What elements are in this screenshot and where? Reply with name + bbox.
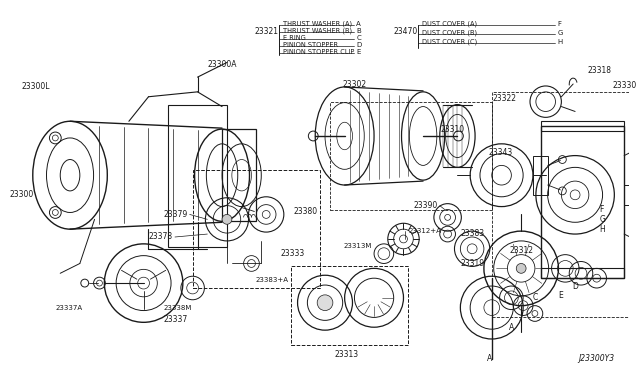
Text: 23470: 23470: [394, 26, 418, 36]
Text: F: F: [557, 21, 561, 27]
Bar: [193, 170, 320, 288]
Text: 23330: 23330: [612, 81, 637, 90]
Text: F: F: [600, 205, 604, 214]
Text: 23312: 23312: [509, 246, 533, 255]
Text: DUST COVER (B): DUST COVER (B): [422, 30, 477, 36]
Text: 23337A: 23337A: [55, 305, 83, 311]
Text: D: D: [572, 282, 578, 291]
Text: 23333: 23333: [281, 249, 305, 258]
Text: PINION STOPPER: PINION STOPPER: [283, 42, 338, 48]
Bar: [222, 129, 257, 221]
Text: 23300: 23300: [9, 190, 33, 199]
Text: 23383: 23383: [460, 228, 484, 238]
Text: D: D: [356, 42, 362, 48]
Bar: [541, 268, 624, 278]
Text: 23390: 23390: [413, 201, 438, 210]
Bar: [330, 102, 492, 209]
Text: A: A: [509, 323, 515, 332]
Text: J23300Y3: J23300Y3: [578, 354, 614, 363]
Bar: [541, 121, 624, 131]
Text: 23318: 23318: [588, 66, 612, 75]
Circle shape: [317, 295, 333, 311]
Text: 23319: 23319: [460, 259, 484, 268]
Text: A: A: [487, 354, 492, 363]
Text: E: E: [559, 291, 563, 300]
Text: 23380: 23380: [294, 207, 318, 216]
Text: 23310: 23310: [441, 125, 465, 134]
Bar: [168, 105, 227, 247]
Text: 23343: 23343: [489, 148, 513, 157]
Text: C: C: [533, 293, 538, 302]
Text: 23383+A: 23383+A: [256, 277, 289, 283]
Text: PINION STOPPER CLIP: PINION STOPPER CLIP: [283, 49, 354, 55]
Text: G: G: [600, 215, 605, 224]
Bar: [624, 185, 640, 205]
Text: H: H: [557, 39, 563, 45]
Bar: [533, 155, 548, 195]
Text: E: E: [356, 49, 361, 55]
Circle shape: [516, 263, 526, 273]
Text: 23300A: 23300A: [207, 60, 237, 69]
Bar: [492, 92, 629, 317]
Text: B: B: [356, 28, 361, 34]
Text: 23337: 23337: [163, 315, 188, 324]
Text: 23338M: 23338M: [163, 305, 191, 311]
Bar: [291, 266, 408, 345]
Text: H: H: [600, 225, 605, 234]
Text: 23313M: 23313M: [344, 243, 372, 249]
Text: 23379: 23379: [163, 210, 188, 219]
Text: 23313: 23313: [335, 350, 359, 359]
Text: DUST COVER (A): DUST COVER (A): [422, 21, 477, 28]
Text: 23378: 23378: [149, 232, 173, 241]
Text: C: C: [356, 35, 361, 41]
Text: 23302: 23302: [342, 80, 367, 89]
Text: THRUST WASHER (A): THRUST WASHER (A): [283, 21, 352, 28]
Text: A: A: [356, 21, 361, 27]
Text: 23300L: 23300L: [21, 83, 49, 92]
Circle shape: [222, 214, 232, 224]
Text: 23312+A: 23312+A: [408, 228, 441, 234]
Text: THRUST WASHER (B): THRUST WASHER (B): [283, 28, 352, 34]
Text: G: G: [557, 30, 563, 36]
Bar: [541, 126, 624, 278]
Text: E RING: E RING: [283, 35, 306, 41]
Text: 23322: 23322: [492, 94, 516, 103]
Text: 23321: 23321: [255, 26, 279, 36]
Text: DUST COVER (C): DUST COVER (C): [422, 39, 477, 45]
